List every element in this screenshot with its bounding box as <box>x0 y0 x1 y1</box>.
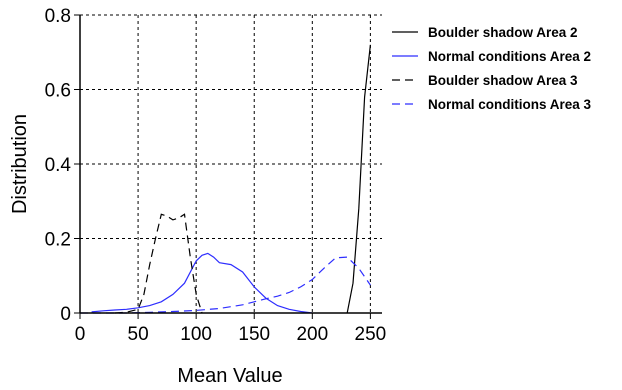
legend-label: Normal conditions Area 2 <box>428 49 591 64</box>
x-tick-label: 100 <box>180 324 212 345</box>
legend-label: Normal conditions Area 3 <box>428 97 592 112</box>
x-tick-label: 0 <box>75 324 86 345</box>
series-line-2 <box>91 252 313 314</box>
legend: Boulder shadow Area 2 Normal conditions A… <box>392 25 592 112</box>
x-tick-label: 200 <box>296 324 328 345</box>
series-lines <box>80 44 371 314</box>
axes <box>74 14 382 319</box>
x-axis-label: Mean Value <box>177 365 282 387</box>
y-tick-label: 0.8 <box>45 6 71 27</box>
legend-label: Boulder shadow Area 3 <box>428 73 578 88</box>
legend-label: Boulder shadow Area 2 <box>428 25 578 40</box>
series-line-4 <box>80 256 371 314</box>
x-tick-label: 150 <box>238 324 270 345</box>
y-tick-label: 0.2 <box>45 230 71 251</box>
x-tick-label: 250 <box>355 324 387 345</box>
grid <box>80 14 382 313</box>
x-tick-label: 50 <box>128 324 149 345</box>
y-axis-label: Distribution <box>9 114 31 214</box>
series-line-1 <box>346 44 371 314</box>
y-tick-label: 0 <box>60 304 71 325</box>
y-tick-label: 0.4 <box>45 155 72 176</box>
tick-labels: 0 50 100 150 200 250 0 0.2 0.4 0.6 0.8 <box>45 6 387 345</box>
y-tick-label: 0.6 <box>45 81 71 102</box>
series-line-3 <box>114 213 203 314</box>
